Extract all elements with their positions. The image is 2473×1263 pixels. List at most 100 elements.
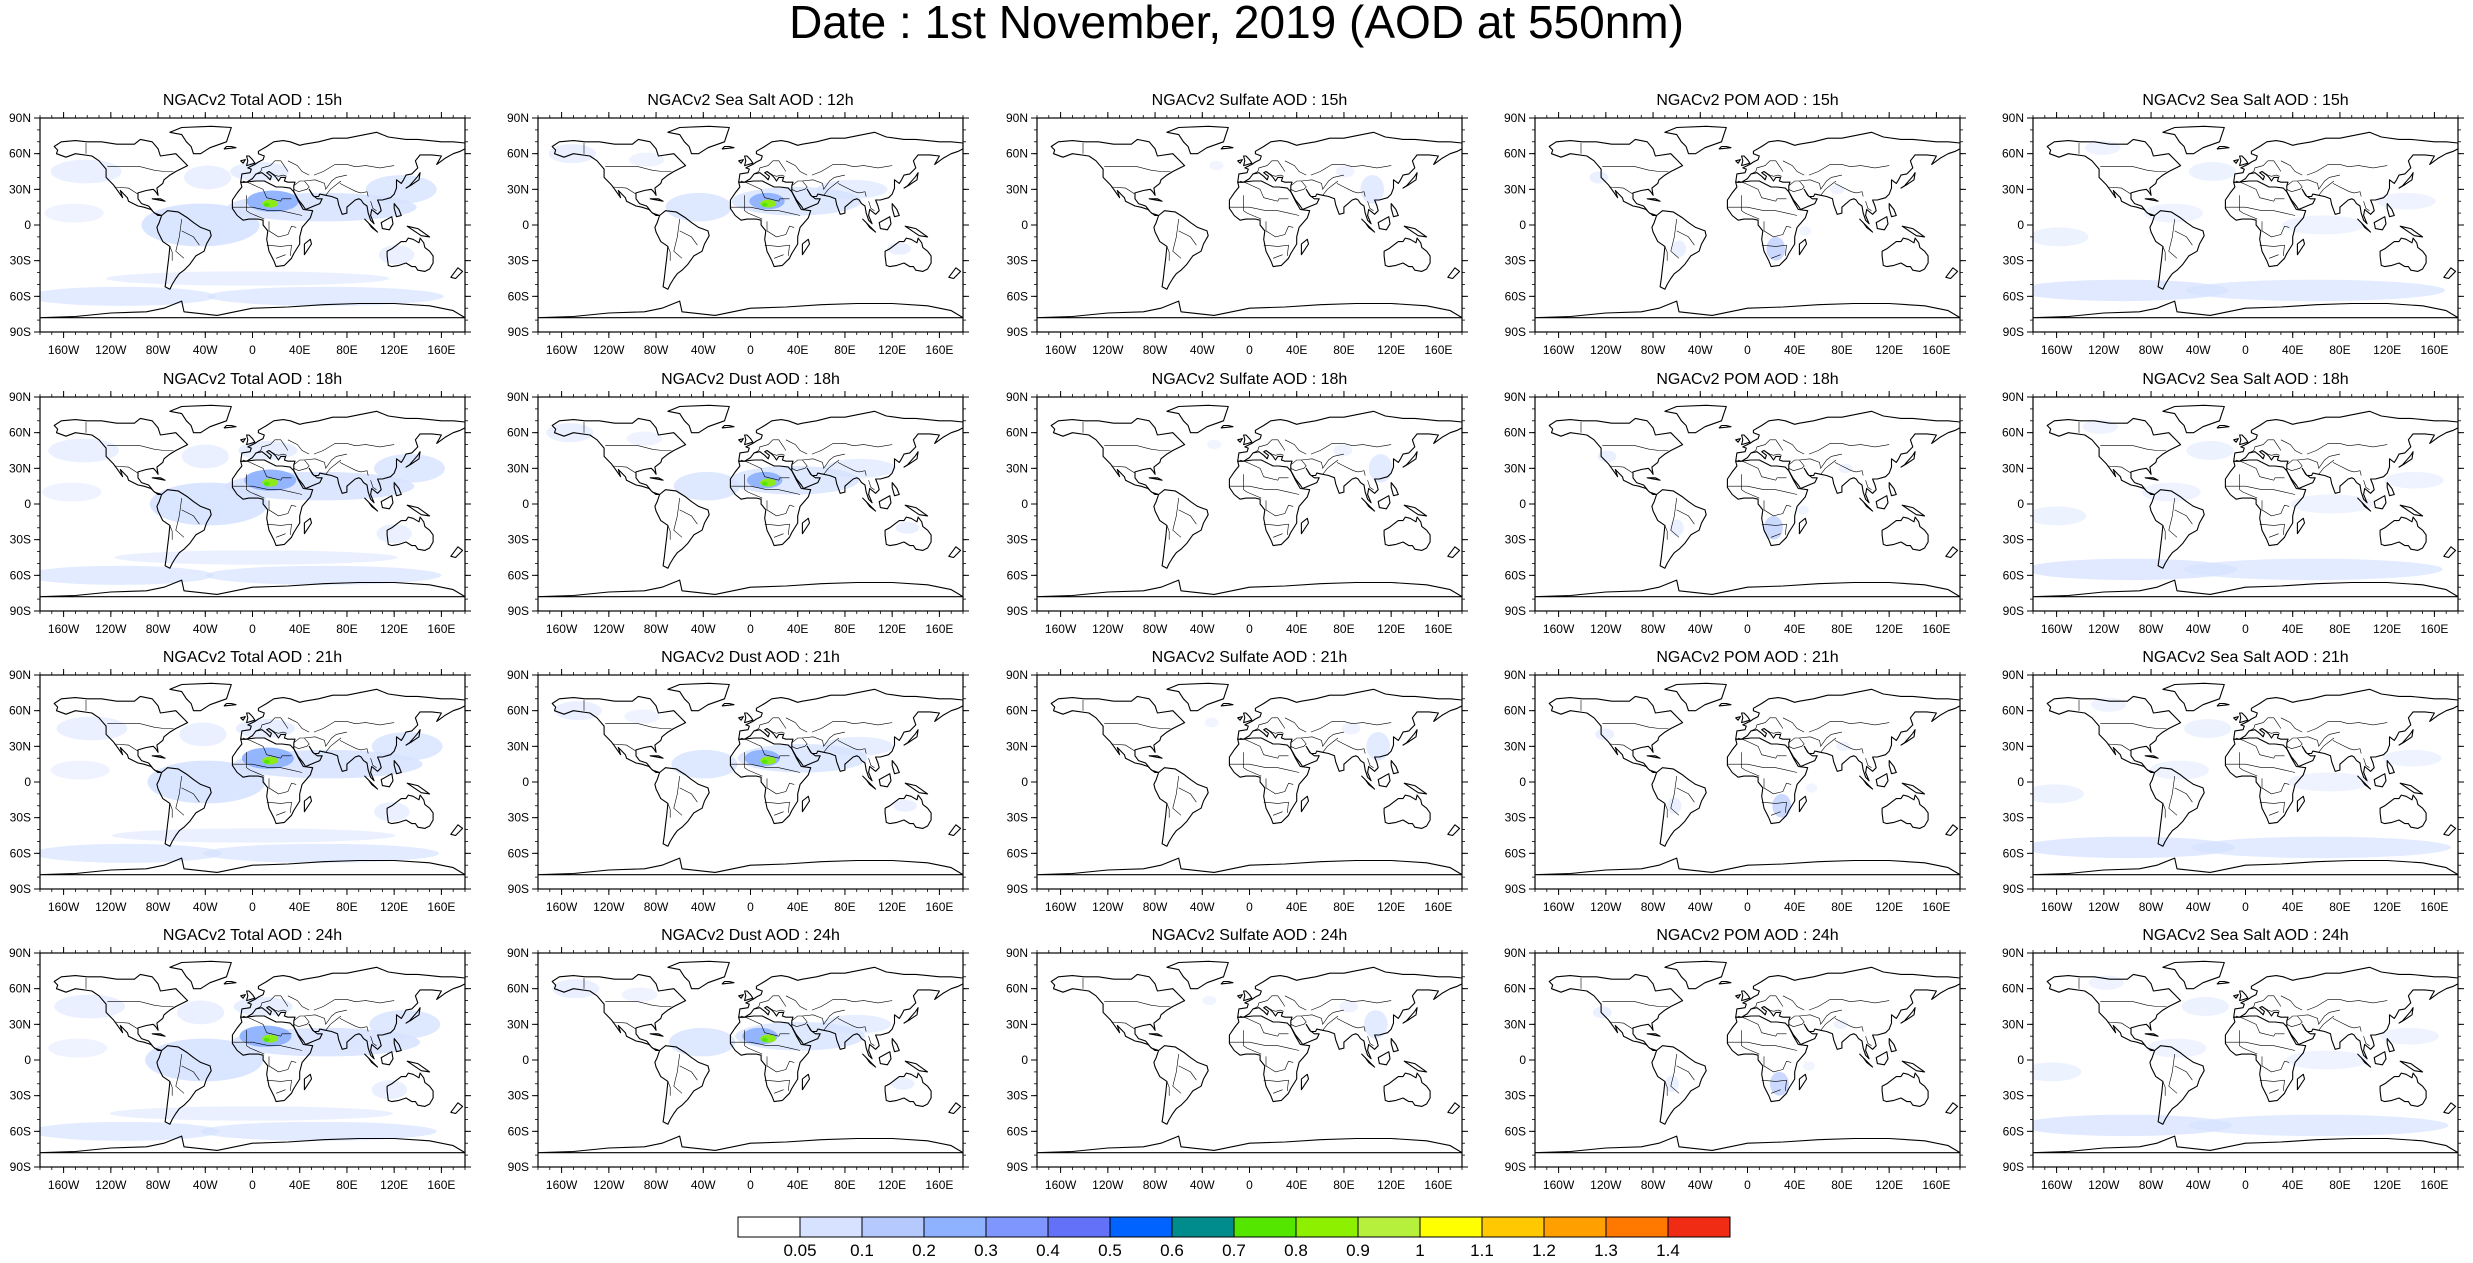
lon-tick-label: 40E	[1784, 1178, 1805, 1192]
map-svg: NGACv2 Sea Salt AOD : 12h 90N 60N 30N 0 30S 60…	[507, 92, 969, 357]
lon-tick-label: 40E	[1286, 343, 1307, 357]
lon-tick-label: 80W	[146, 1178, 171, 1192]
lat-tick-label: 90N	[507, 668, 529, 682]
lat-tick-label: 0	[24, 775, 31, 789]
lon-tick-label: 80E	[834, 900, 855, 914]
country-borders	[1580, 700, 1890, 818]
aod-colorbar: 0.05 0.1 0.2 0.3 0.4 0.5 0.6 0.7 0.8 0.9 1 1.1 1.2 1.…	[708, 1213, 1760, 1260]
colorbar-swatch	[861, 1216, 925, 1238]
lon-tick-label: 0	[1246, 900, 1253, 914]
lon-tick-label: 120E	[878, 622, 906, 636]
aod-field	[1204, 717, 1390, 761]
lon-tick-label: 120W	[2088, 1178, 2120, 1192]
lat-tick-label: 60S	[10, 1124, 31, 1138]
lon-tick-label: 80E	[1333, 622, 1354, 636]
lon-tick-label: 120E	[2373, 1178, 2401, 1192]
lon-tick-label: 80W	[1143, 900, 1168, 914]
aod-field	[1595, 728, 1851, 818]
map-svg: NGACv2 POM AOD : 21h 90N 60N 30N 0 30S 60S 90S 1…	[1504, 649, 1966, 914]
lat-tick-label: 30N	[1006, 182, 1028, 196]
lat-tick-label: 60N	[2002, 704, 2024, 718]
lon-tick-label: 160W	[48, 343, 80, 357]
lat-tick-label: 30S	[1007, 811, 1028, 825]
lon-tick-label: 120W	[1590, 1178, 1622, 1192]
lon-tick-label: 40E	[289, 900, 310, 914]
country-borders	[85, 700, 395, 818]
lat-tick-label: 60N	[1006, 147, 1028, 161]
lon-tick-label: 120W	[2088, 343, 2120, 357]
country-borders	[1580, 978, 1890, 1096]
lon-tick-label: 0	[249, 622, 256, 636]
lat-tick-label: 0	[24, 218, 31, 232]
lon-tick-label: 40W	[193, 900, 218, 914]
lat-tick-label: 60S	[1007, 289, 1028, 303]
lat-tick-label: 30S	[1505, 533, 1526, 547]
lat-tick-label: 30S	[2003, 533, 2024, 547]
lon-tick-label: 0	[747, 622, 754, 636]
lon-tick-label: 0	[747, 343, 754, 357]
aod-field	[40, 716, 443, 863]
lon-tick-label: 40E	[1286, 1178, 1307, 1192]
lat-tick-label: 60S	[10, 289, 31, 303]
coastlines	[1535, 682, 1960, 876]
colorbar-swatch	[1605, 1216, 1669, 1238]
aod-field	[2033, 975, 2449, 1137]
lon-tick-label: 80W	[1143, 343, 1168, 357]
lon-tick-label: 160E	[2420, 900, 2448, 914]
colorbar-label: 0.2	[912, 1241, 936, 1258]
lat-tick-label: 60N	[2002, 147, 2024, 161]
map-svg: NGACv2 Dust AOD : 24h 90N 60N 30N 0 30S 60S 90S…	[507, 927, 969, 1192]
lon-tick-label: 160E	[925, 900, 953, 914]
colorbar-swatch	[799, 1216, 863, 1238]
lat-tick-label: 90N	[1504, 111, 1526, 125]
lat-tick-label: 60N	[1504, 982, 1526, 996]
lat-tick-label: 30N	[1504, 739, 1526, 753]
lon-tick-label: 40E	[2282, 343, 2303, 357]
map-panel: NGACv2 Dust AOD : 18h 90N 60N 30N 0 30S 60S 90S…	[498, 367, 993, 646]
lat-tick-label: 30N	[507, 461, 529, 475]
lon-tick-label: 120W	[1590, 622, 1622, 636]
lat-tick-label: 0	[522, 218, 529, 232]
colorbar-label: 0.05	[783, 1241, 816, 1258]
aod-field	[40, 159, 444, 306]
lat-tick-label: 30S	[10, 254, 31, 268]
lat-tick-label: 0	[2017, 497, 2024, 511]
lat-tick-label: 0	[1519, 775, 1526, 789]
lat-tick-label: 0	[1021, 497, 1028, 511]
lon-tick-label: 0	[249, 900, 256, 914]
lon-tick-label: 160W	[1543, 1178, 1575, 1192]
lat-tick-label: 90S	[10, 325, 31, 339]
lon-tick-label: 80W	[2139, 900, 2164, 914]
lon-tick-label: 80W	[644, 1178, 669, 1192]
coastlines	[2033, 960, 2458, 1154]
map-panel: NGACv2 Sulfate AOD : 24h 90N 60N 30N 0 30S 60S…	[997, 923, 1492, 1202]
lon-tick-label: 80W	[2139, 622, 2164, 636]
lat-tick-label: 30S	[10, 533, 31, 547]
map-svg: NGACv2 Sea Salt AOD : 15h 90N 60N 30N 0 30S 60…	[2002, 92, 2464, 357]
lon-tick-label: 160E	[1424, 343, 1452, 357]
lat-tick-label: 90S	[1505, 882, 1526, 896]
lon-tick-label: 80E	[2329, 622, 2350, 636]
lat-tick-label: 30S	[10, 811, 31, 825]
lat-tick-label: 30S	[1007, 533, 1028, 547]
lat-tick-label: 90S	[508, 882, 529, 896]
map-svg: NGACv2 Sea Salt AOD : 24h 90N 60N 30N 0 30S 60…	[2002, 927, 2464, 1192]
lon-tick-label: 80E	[1333, 343, 1354, 357]
lat-tick-label: 60N	[1504, 704, 1526, 718]
lon-tick-label: 40E	[289, 622, 310, 636]
lat-tick-label: 60S	[2003, 846, 2024, 860]
panel-title: NGACv2 Sea Salt AOD : 18h	[2142, 371, 2348, 388]
lon-tick-label: 80E	[1831, 622, 1852, 636]
lon-tick-label: 160E	[2420, 622, 2448, 636]
lat-tick-label: 30S	[508, 1089, 529, 1103]
colorbar-label: 0.1	[850, 1241, 874, 1258]
panel-title: NGACv2 Sulfate AOD : 18h	[1152, 371, 1348, 388]
lon-tick-label: 0	[2242, 1178, 2249, 1192]
panel-title: NGACv2 Dust AOD : 24h	[661, 927, 840, 944]
panel-title: NGACv2 Sea Salt AOD : 12h	[647, 92, 853, 109]
lat-tick-label: 60S	[1505, 1124, 1526, 1138]
colorbar-label: 1.2	[1532, 1241, 1556, 1258]
lon-tick-label: 120E	[878, 1178, 906, 1192]
coastlines	[2033, 682, 2458, 876]
lat-tick-label: 90N	[2002, 390, 2024, 404]
